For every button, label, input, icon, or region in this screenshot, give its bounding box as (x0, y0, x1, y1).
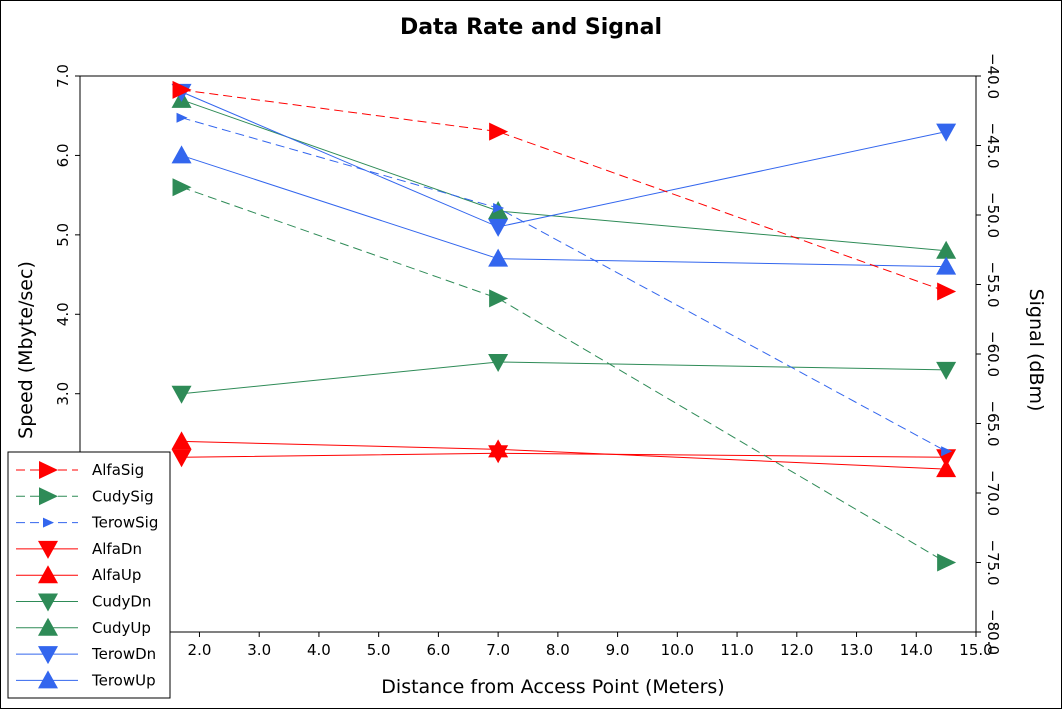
chart-title: Data Rate and Signal (400, 15, 662, 40)
legend-marker (38, 670, 58, 689)
data-point (936, 123, 957, 142)
y2-tick-label: −50.0 (984, 192, 1002, 238)
x-axis: 1.02.03.04.05.06.07.08.09.010.011.012.01… (128, 632, 993, 659)
data-point (489, 122, 509, 141)
y-axis-title: Speed (Mbyte/sec) (15, 261, 37, 439)
legend-marker (38, 617, 58, 636)
legend-label: AlfaUp (92, 566, 141, 584)
data-point (171, 449, 192, 468)
y2-tick-label: −40.0 (984, 53, 1002, 99)
data-point (937, 553, 957, 572)
legend-label: AlfaSig (92, 461, 144, 479)
data-point (936, 459, 957, 478)
x-tick-label: 14.0 (900, 641, 933, 659)
legend-label: TerowUp (91, 671, 156, 689)
data-point (488, 353, 509, 372)
x-tick-label: 9.0 (606, 641, 630, 659)
legend-label: TerowDn (91, 645, 156, 663)
data-point (937, 282, 957, 301)
series-cudysig (172, 178, 957, 572)
y-tick-label: 3.0 (54, 382, 72, 406)
y-tick-label: 4.0 (54, 302, 72, 326)
x-tick-label: 12.0 (780, 641, 813, 659)
data-point (936, 256, 957, 275)
series-alfaup (171, 431, 957, 478)
data-point (488, 218, 509, 237)
x-tick-label: 4.0 (307, 641, 331, 659)
data-point (489, 289, 509, 308)
data-point (176, 112, 188, 123)
legend-label: TerowSig (91, 514, 158, 532)
x-tick-label: 5.0 (367, 641, 391, 659)
y-axis-right: −40.0 −45.0 −50.0 −55.0 −60.0 −65.0 −70.0 −75.0… (976, 53, 1002, 655)
series-layer (171, 80, 957, 572)
legend-marker (43, 517, 54, 528)
data-point (488, 439, 509, 458)
legend-item-alfasig: AlfaSig (16, 461, 144, 479)
data-point (171, 385, 192, 404)
y2-tick-label: −80.0 (984, 609, 1002, 655)
x-tick-label: 6.0 (426, 641, 450, 659)
series-terowup (171, 145, 957, 275)
y2-tick-label: −65.0 (984, 401, 1002, 447)
data-point (172, 178, 192, 197)
y2-tick-label: −55.0 (984, 262, 1002, 308)
legend-marker (39, 487, 58, 506)
y-axis-left: 3.0 4.0 5.0 6.0 7.0 (54, 64, 80, 406)
x-tick-label: 8.0 (546, 641, 570, 659)
data-point (172, 80, 192, 99)
data-point (941, 446, 953, 457)
legend-label: CudySig (92, 487, 154, 505)
legend-item-cudydn: CudyDn (16, 593, 151, 612)
legend-item-cudyup: CudyUp (16, 617, 151, 637)
x-axis-title: Distance from Access Point (Meters) (381, 676, 724, 698)
series-terowsig (176, 112, 953, 457)
x-tick-label: 3.0 (247, 641, 271, 659)
y2-axis-title: Signal (dBm) (1025, 289, 1047, 412)
y2-tick-label: −75.0 (984, 540, 1002, 586)
legend-marker (38, 593, 58, 612)
data-point (936, 361, 957, 380)
legend-marker (38, 565, 58, 584)
series-alfasig (172, 80, 957, 301)
legend-marker (38, 540, 58, 559)
y2-tick-label: −70.0 (984, 470, 1002, 516)
data-point (493, 203, 505, 214)
x-tick-label: 7.0 (486, 641, 510, 659)
x-tick-label: 10.0 (661, 641, 694, 659)
legend-label: AlfaDn (92, 540, 142, 558)
legend-item-terowup: TerowUp (16, 670, 156, 689)
y2-tick-label: −60.0 (984, 331, 1002, 377)
y-tick-label: 7.0 (54, 64, 72, 88)
legend-marker (39, 461, 58, 479)
data-point (171, 431, 192, 450)
y-tick-label: 5.0 (54, 223, 72, 247)
legend-label: CudyDn (92, 593, 151, 611)
series-cudydn (171, 353, 957, 404)
legend-marker (38, 646, 58, 665)
x-tick-label: 13.0 (840, 641, 873, 659)
y-tick-label: 6.0 (54, 143, 72, 167)
legend-label: CudyUp (92, 619, 151, 637)
legend-item-alfadn: AlfaDn (16, 540, 142, 559)
data-point (488, 248, 509, 267)
legend: AlfaSig CudySig TerowSig AlfaDn AlfaUp CudyDn… (7, 451, 171, 699)
legend-item-cudysig: CudySig (16, 487, 154, 506)
legend-item-alfaup: AlfaUp (16, 565, 141, 584)
y2-tick-label: −45.0 (984, 123, 1002, 169)
series-line (181, 89, 947, 292)
x-tick-label: 11.0 (720, 641, 753, 659)
data-point (936, 240, 957, 259)
legend-item-terowdn: TerowDn (16, 645, 156, 665)
data-point (171, 145, 192, 164)
x-tick-label: 2.0 (188, 641, 212, 659)
legend-item-terowsig: TerowSig (16, 514, 158, 532)
x-tick-label: 15.0 (959, 641, 992, 659)
